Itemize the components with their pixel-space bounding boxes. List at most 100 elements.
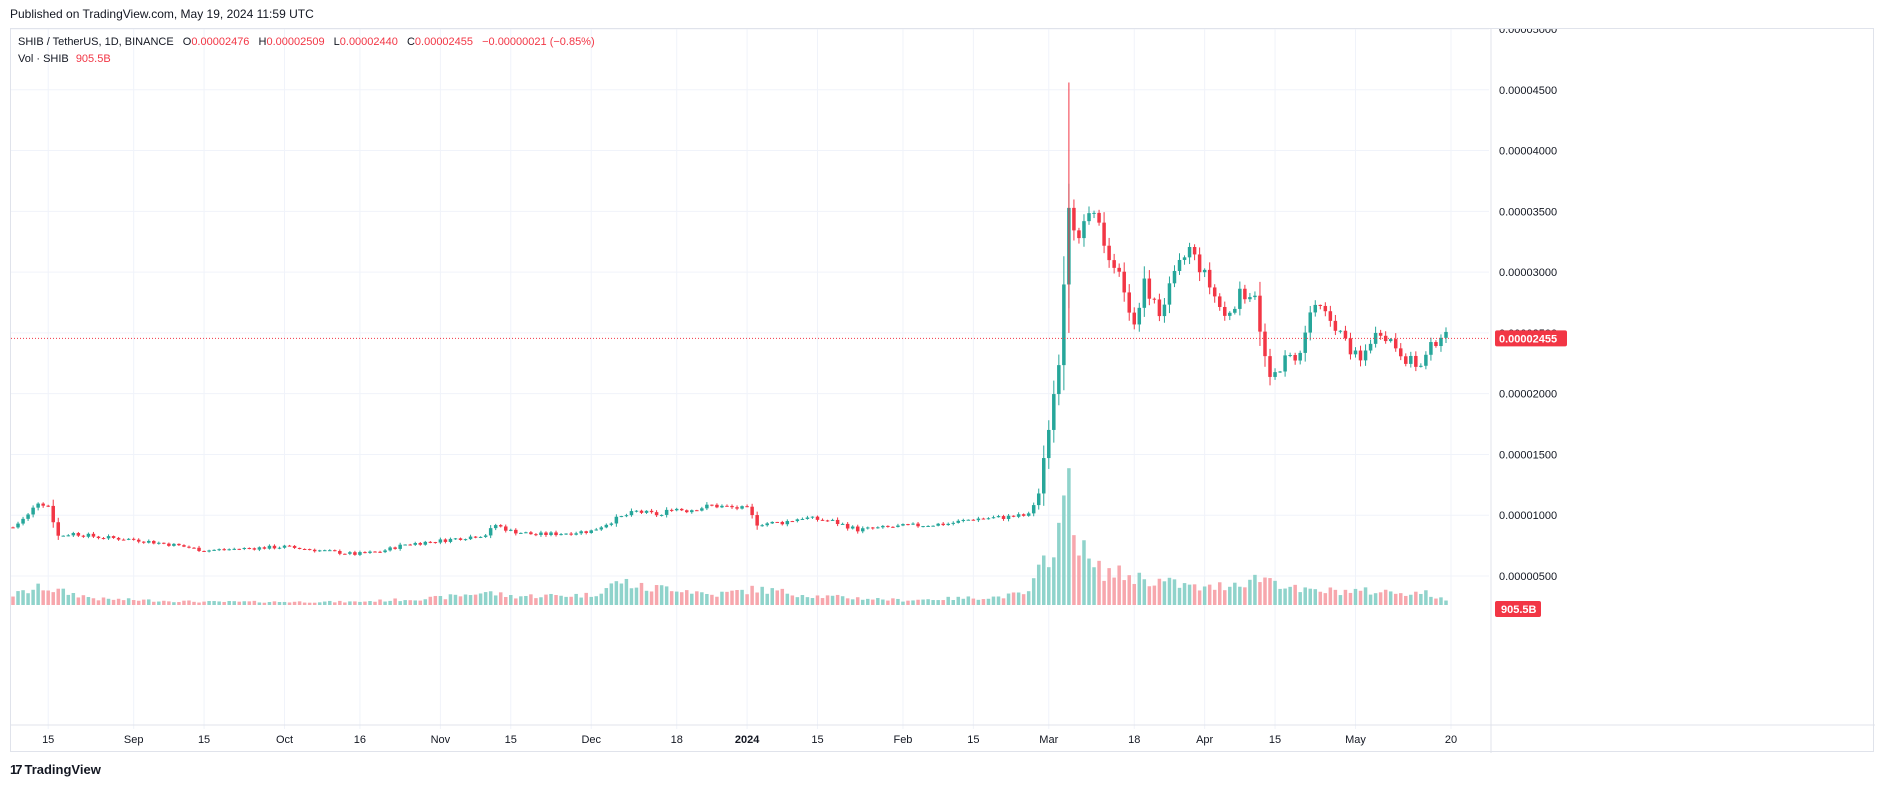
candle-body — [725, 505, 729, 507]
volume-bar — [111, 599, 116, 605]
volume-bar — [262, 602, 267, 605]
candle-body — [835, 519, 840, 525]
volume-bar — [569, 596, 573, 605]
candle-body — [1082, 221, 1086, 239]
volume-bar — [976, 599, 981, 605]
volume-bar — [333, 602, 337, 605]
volume-bar — [855, 597, 860, 605]
candle-body — [825, 520, 830, 522]
candle-body — [946, 523, 950, 526]
volume-bar — [343, 602, 347, 605]
candle-body — [287, 545, 292, 547]
volume-bar — [81, 595, 86, 605]
volume-bar — [1358, 590, 1363, 605]
volume-bar — [338, 600, 342, 605]
time-tick-label: 15 — [811, 734, 823, 746]
candle-body — [805, 517, 810, 519]
candle-body — [378, 551, 382, 553]
volume-bar — [1283, 588, 1287, 605]
candle-body — [368, 551, 372, 553]
candle-body — [11, 527, 15, 529]
volume-bar — [312, 602, 317, 605]
candle-body — [1192, 247, 1197, 255]
volume-bar — [1162, 581, 1167, 605]
candle-body — [1147, 278, 1152, 299]
volume-bar — [237, 601, 242, 605]
candle-body — [1042, 458, 1046, 494]
volume-bar — [760, 586, 764, 605]
candle-body — [463, 539, 468, 541]
chart-frame[interactable]: 0.00000500 0.00001000 0.00001500 0.00002000… — [10, 28, 1875, 753]
volume-bar — [1197, 590, 1202, 605]
volume-bar — [745, 594, 749, 605]
volume-bar — [187, 600, 191, 605]
last-price-badge — [1495, 330, 1567, 347]
volume-bar — [770, 588, 774, 605]
volume-bar — [202, 601, 206, 605]
candle-body — [509, 529, 513, 531]
candle-body — [986, 518, 991, 520]
candle-body — [881, 525, 885, 528]
candle-body — [1152, 298, 1157, 300]
candle-body — [876, 527, 880, 529]
volume-bar — [267, 602, 272, 605]
volume-bar — [61, 588, 66, 605]
high-key: H — [258, 36, 267, 48]
volume-bar — [247, 601, 252, 605]
volume-bar — [31, 589, 35, 605]
candle-body — [755, 515, 759, 526]
close-key: C — [406, 36, 415, 48]
candle-body — [524, 532, 528, 534]
volume-bar — [1228, 586, 1232, 605]
volume-bar — [1072, 535, 1076, 605]
volume-bar — [594, 596, 599, 605]
candle-body — [1182, 257, 1187, 260]
candle-body — [1157, 299, 1162, 317]
candle-body — [1142, 278, 1147, 308]
candle-body — [182, 545, 186, 547]
volume-bar — [1348, 592, 1353, 605]
volume-bar — [916, 599, 920, 605]
candle-body — [433, 542, 438, 544]
symbol-label[interactable]: SHIB / TetherUS, 1D, BINANCE — [18, 36, 174, 48]
candle-body — [574, 533, 578, 535]
volume-bar — [1087, 558, 1091, 605]
volume-bar — [56, 588, 61, 605]
candlestick-chart[interactable]: 0.00000500 0.00001000 0.00001500 0.00002000… — [11, 29, 1875, 753]
volume-bar — [1328, 587, 1333, 605]
volume-bar — [891, 598, 895, 605]
volume-bar — [795, 597, 800, 605]
candle-body — [167, 543, 171, 546]
candle-body — [750, 506, 754, 516]
volume-bar — [348, 601, 352, 605]
volume-bar — [433, 595, 438, 605]
volume-label[interactable]: Vol · SHIB — [18, 53, 69, 65]
volume-bar — [996, 596, 1001, 605]
volume-bar — [1082, 540, 1086, 605]
volume-bar — [413, 600, 417, 605]
volume-bar — [1333, 589, 1338, 605]
volume-bar — [428, 596, 433, 605]
time-tick-label: 20 — [1445, 734, 1457, 746]
volume-bar — [514, 598, 518, 605]
candle-body — [242, 547, 247, 549]
volume-bar — [167, 601, 171, 605]
candle-body — [830, 519, 835, 521]
candle-body — [760, 525, 764, 527]
tradingview-logo[interactable]: 17 TradingView — [10, 762, 101, 777]
candle-body — [1258, 295, 1262, 332]
volume-bar — [1021, 594, 1026, 605]
brand-name: TradingView — [24, 762, 101, 777]
volume-bar — [835, 594, 840, 605]
volume-bar — [644, 590, 649, 605]
volume-bar — [277, 602, 282, 605]
volume-bar — [498, 592, 503, 605]
candle-body — [252, 548, 257, 550]
volume-bar — [317, 602, 322, 605]
volume-bar — [765, 593, 769, 605]
volume-bar — [1278, 588, 1282, 605]
candle-body — [41, 503, 45, 506]
candle-body — [1424, 354, 1428, 366]
volume-bar — [1273, 580, 1277, 605]
volume-bar — [1182, 583, 1187, 605]
